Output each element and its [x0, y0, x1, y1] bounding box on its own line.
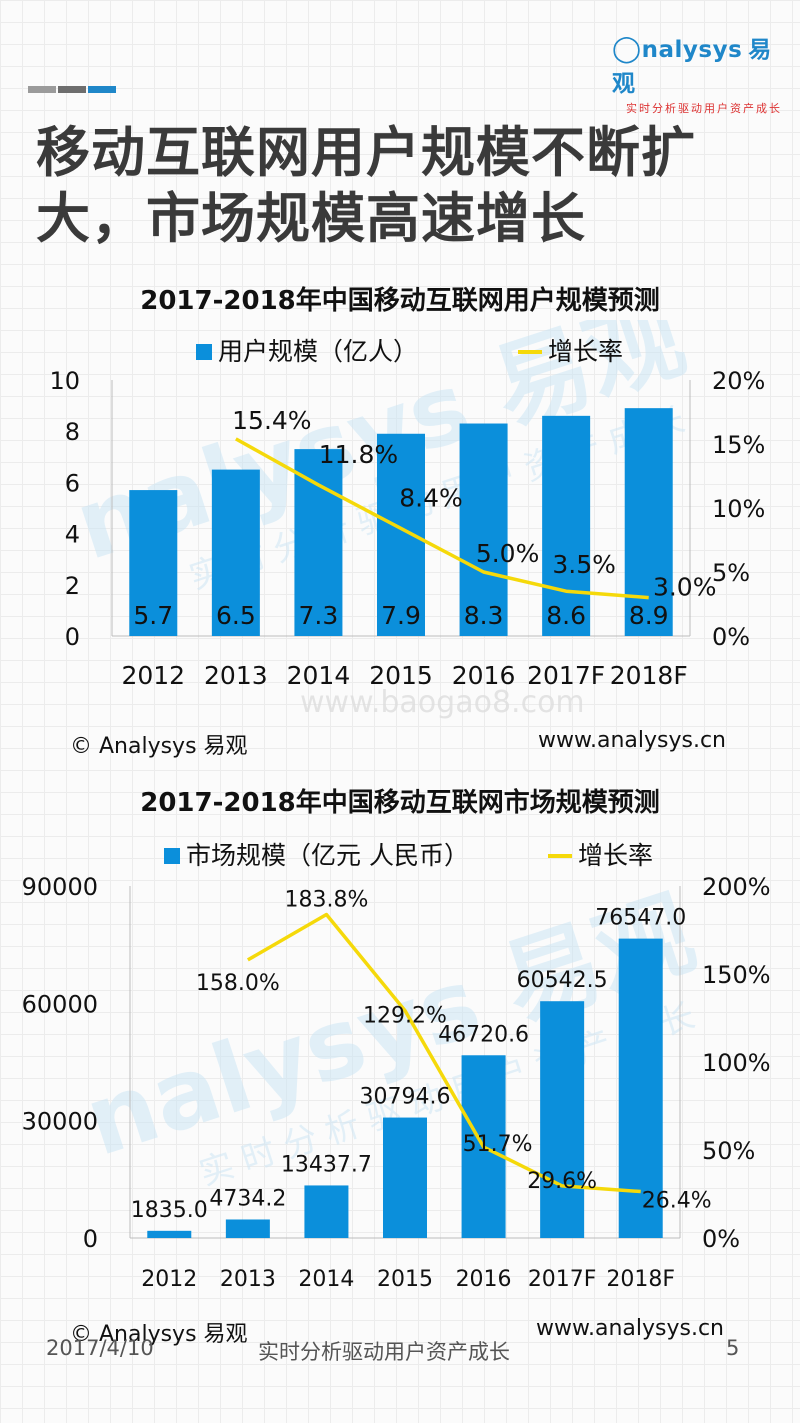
legend-bar-swatch [196, 344, 212, 360]
line-data-label: 8.4% [399, 483, 463, 512]
line-data-label: 129.2% [363, 1004, 447, 1029]
y-tick-label: 0 [65, 623, 80, 651]
bar [459, 423, 508, 636]
deco-bar-1 [28, 86, 56, 93]
y-tick-label: 10 [49, 367, 80, 395]
bar [147, 1230, 192, 1238]
growth-line [246, 912, 641, 1194]
y-tick-label: 4 [65, 521, 80, 549]
bar-data-label: 8.3 [464, 601, 504, 630]
footer-page-number: 5 [726, 1336, 740, 1360]
chart2-site: www.analysys.cn [536, 1316, 724, 1341]
y-tick-label: 30000 [22, 1108, 98, 1136]
chart1-user-scale: nalysys 易观实时分析驱动用户资产成长www.baogao8.com用户规… [49, 320, 765, 720]
line-data-label: 3.5% [552, 550, 616, 579]
bar [211, 469, 260, 636]
legend-line-label: 增长率 [578, 841, 653, 870]
y2-tick-label: 5% [712, 559, 750, 587]
line-data-label: 29.6% [527, 1169, 597, 1194]
bar [383, 1117, 427, 1238]
footer-slogan: 实时分析驱动用户资产成长 [258, 1340, 510, 1364]
bar [304, 1185, 349, 1238]
x-tick-label: 2018F [610, 661, 688, 690]
x-tick-label: 2014 [287, 661, 351, 690]
logo-wordmark: ◯nalysys 易观 [612, 34, 772, 97]
x-tick-label: 2018F [606, 1267, 675, 1292]
y2-tick-label: 50% [702, 1137, 755, 1165]
y2-tick-label: 200% [702, 873, 771, 901]
line-data-label: 51.7% [463, 1132, 533, 1157]
bar-data-label: 13437.7 [281, 1152, 372, 1177]
bar [618, 938, 663, 1238]
x-tick-label: 2016 [456, 1267, 512, 1292]
y2-tick-label: 10% [712, 495, 765, 523]
bar-data-label: 1835.0 [131, 1198, 208, 1223]
bar-data-label: 8.6 [546, 601, 586, 630]
x-tick-label: 2012 [141, 1267, 197, 1292]
x-tick-label: 2014 [298, 1267, 354, 1292]
bar [129, 490, 178, 636]
x-tick-label: 2013 [220, 1267, 276, 1292]
page-title: 移动互联网用户规模不断扩大，市场规模高速增长 [36, 121, 696, 250]
bar-data-label: 8.9 [629, 601, 669, 630]
chart2-copyright: © Analysys 易观 [70, 1322, 248, 1347]
y-tick-label: 6 [65, 469, 80, 497]
bar-data-label: 76547.0 [595, 906, 686, 931]
y-tick-label: 2 [65, 572, 80, 600]
bar-data-label: 30794.6 [360, 1085, 451, 1110]
y-tick-label: 90000 [22, 873, 98, 901]
line-data-label: 11.8% [319, 440, 398, 469]
legend-bar-label: 市场规模（亿元 人民币） [186, 841, 469, 870]
bar [225, 1219, 270, 1238]
logo-tagline: 实时分析驱动用户资产成长 [626, 102, 782, 115]
x-tick-label: 2017F [528, 1267, 597, 1292]
bar-data-label: 7.9 [381, 601, 421, 630]
line-data-label: 26.4% [642, 1189, 712, 1214]
x-tick-label: 2013 [204, 661, 268, 690]
chart1-site: www.analysys.cn [538, 728, 726, 753]
deco-bar-2 [58, 86, 86, 93]
chart2-title: 2017-2018年中国移动互联网市场规模预测 [140, 788, 660, 818]
brand-logo: ◯nalysys 易观 实时分析驱动用户资产成长 [612, 30, 792, 115]
chart1-title: 2017-2018年中国移动互联网用户规模预测 [140, 286, 660, 316]
y-tick-label: 8 [65, 418, 80, 446]
line-data-label: 5.0% [476, 539, 540, 568]
legend-bar-swatch [164, 848, 180, 864]
bar [294, 449, 343, 636]
bar-data-label: 4734.2 [209, 1186, 286, 1211]
legend-line-label: 增长率 [548, 337, 623, 366]
legend-bar-label: 用户规模（亿人） [218, 337, 418, 366]
line-data-label: 3.0% [653, 573, 717, 602]
bar [377, 433, 425, 636]
footer-date: 2017/4/10 [46, 1336, 154, 1360]
bar-data-label: 46720.6 [438, 1022, 529, 1047]
bar-data-label: 60542.5 [517, 968, 608, 993]
line-data-label: 183.8% [284, 888, 368, 913]
watermark-site: www.baogao8.com [300, 685, 585, 720]
chart1-copyright: © Analysys 易观 [70, 734, 248, 759]
y-tick-label: 60000 [22, 990, 98, 1018]
x-tick-label: 2016 [452, 661, 516, 690]
x-tick-label: 2015 [369, 661, 433, 690]
x-tick-label: 2017F [527, 661, 605, 690]
y2-tick-label: 0% [712, 623, 750, 651]
bar [540, 1001, 585, 1238]
x-tick-label: 2015 [377, 1267, 433, 1292]
bar-data-label: 6.5 [216, 601, 256, 630]
y2-tick-label: 0% [702, 1225, 740, 1253]
growth-line [235, 437, 649, 600]
y2-tick-label: 150% [702, 961, 771, 989]
y-tick-label: 0 [83, 1225, 98, 1253]
deco-bar-3 [88, 86, 116, 93]
y2-tick-label: 100% [702, 1049, 771, 1077]
bar [542, 415, 591, 636]
bar-data-label: 7.3 [299, 601, 339, 630]
y2-tick-label: 20% [712, 367, 765, 395]
bar-data-label: 5.7 [133, 601, 173, 630]
x-tick-label: 2012 [121, 661, 185, 690]
line-data-label: 158.0% [196, 971, 280, 996]
y2-tick-label: 15% [712, 431, 765, 459]
line-data-label: 15.4% [232, 406, 311, 435]
